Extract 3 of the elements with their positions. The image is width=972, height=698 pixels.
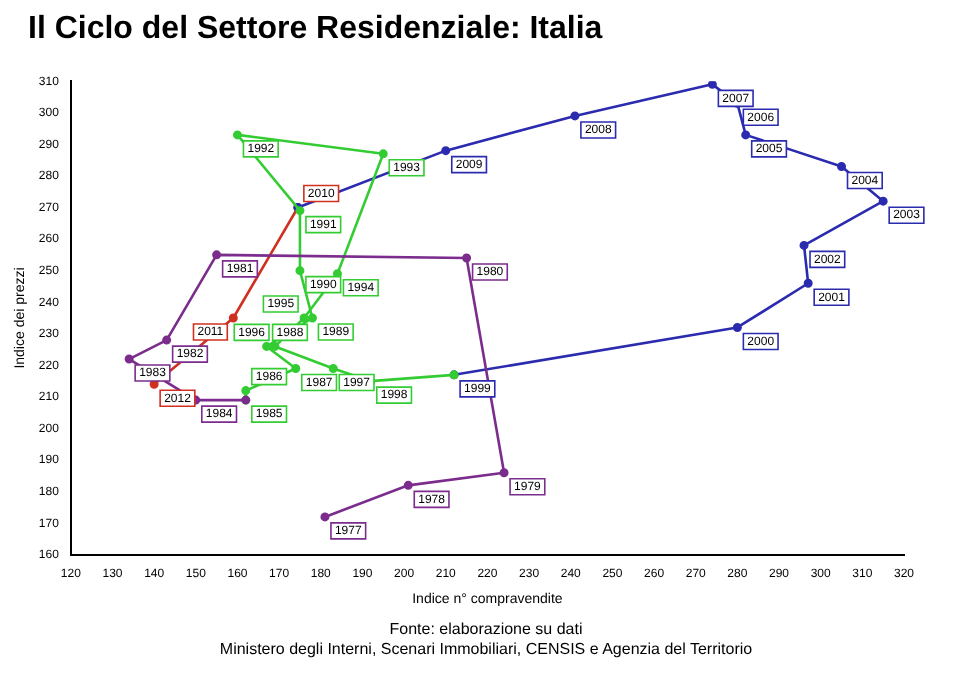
text: Ministero degli Interni, Scenari Immobiliari, CENSIS e Agenzia del Territorio — [219, 640, 753, 658]
source-note: Fonte: elaborazione su dati — [389, 620, 583, 638]
chart-title: Il Ciclo del Settore Residenziale: Italia — [28, 12, 603, 48]
